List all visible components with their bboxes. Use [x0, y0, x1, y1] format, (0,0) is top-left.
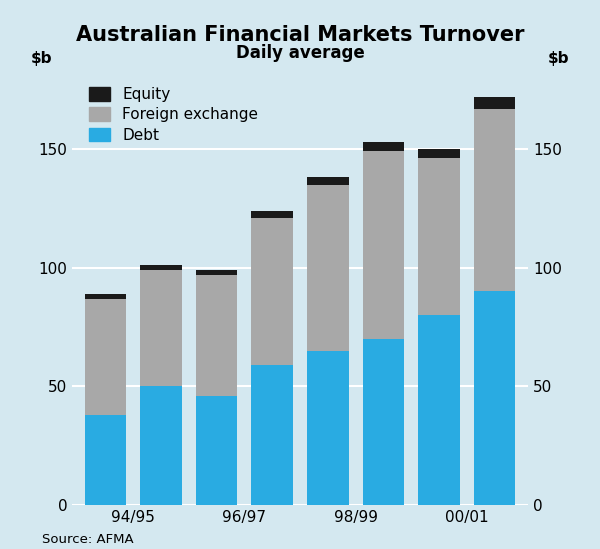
- Legend: Equity, Foreign exchange, Debt: Equity, Foreign exchange, Debt: [84, 82, 263, 147]
- Bar: [474, 109, 515, 292]
- Bar: [196, 275, 238, 396]
- Bar: [196, 270, 238, 275]
- Bar: [418, 315, 460, 505]
- Bar: [140, 265, 182, 270]
- Text: Daily average: Daily average: [236, 44, 364, 62]
- Bar: [362, 142, 404, 152]
- Bar: [140, 386, 182, 505]
- Bar: [251, 218, 293, 365]
- Bar: [140, 270, 182, 386]
- Bar: [474, 97, 515, 109]
- Bar: [418, 149, 460, 159]
- Bar: [85, 299, 126, 415]
- Bar: [85, 415, 126, 505]
- Text: $b: $b: [548, 51, 569, 66]
- Bar: [307, 177, 349, 184]
- Bar: [474, 292, 515, 505]
- Text: Australian Financial Markets Turnover: Australian Financial Markets Turnover: [76, 25, 524, 44]
- Bar: [307, 184, 349, 351]
- Text: Source: AFMA: Source: AFMA: [42, 533, 134, 546]
- Bar: [362, 339, 404, 505]
- Bar: [196, 396, 238, 505]
- Bar: [251, 211, 293, 218]
- Bar: [362, 152, 404, 339]
- Bar: [85, 294, 126, 299]
- Bar: [418, 159, 460, 315]
- Bar: [307, 351, 349, 505]
- Bar: [251, 365, 293, 505]
- Text: $b: $b: [31, 51, 52, 66]
